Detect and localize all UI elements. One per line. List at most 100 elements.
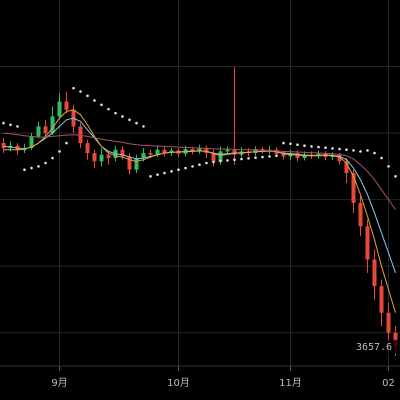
sar-dot bbox=[100, 103, 103, 107]
candle-body bbox=[302, 154, 307, 159]
candle-body bbox=[57, 101, 62, 117]
sar-dot bbox=[156, 173, 159, 176]
candle-body bbox=[379, 286, 384, 313]
sar-dot bbox=[2, 121, 5, 125]
sar-dot bbox=[254, 156, 257, 160]
sar-dot bbox=[114, 111, 117, 115]
candle-body bbox=[134, 158, 139, 170]
sar-dot bbox=[107, 107, 110, 111]
sar-dot bbox=[93, 99, 96, 102]
candle-body bbox=[372, 259, 377, 287]
candle-body bbox=[78, 126, 83, 144]
x-tick-label: 10月 bbox=[167, 377, 190, 389]
sar-dot bbox=[240, 157, 243, 161]
sar-dot bbox=[289, 142, 292, 146]
candle-body bbox=[337, 154, 342, 162]
sar-dot bbox=[44, 161, 47, 165]
sar-dot bbox=[191, 165, 194, 168]
sar-dot bbox=[310, 145, 313, 148]
sar-dot bbox=[16, 125, 19, 128]
sar-dot bbox=[226, 159, 229, 162]
sar-dot bbox=[72, 86, 75, 90]
candle-body bbox=[92, 153, 97, 162]
candle-body bbox=[64, 101, 69, 110]
candle-body bbox=[281, 153, 286, 157]
sar-dot bbox=[282, 141, 285, 145]
candle-body bbox=[197, 148, 202, 152]
candle-body bbox=[127, 156, 132, 170]
sar-dot bbox=[373, 151, 376, 155]
sar-dot bbox=[79, 90, 82, 93]
candle-body bbox=[1, 143, 6, 149]
candle-body bbox=[253, 149, 258, 154]
candle-body bbox=[85, 143, 90, 154]
sar-dot bbox=[135, 121, 138, 125]
x-tick-label: 11月 bbox=[279, 377, 302, 389]
sar-dot bbox=[51, 156, 54, 160]
x-tick-label: 9月 bbox=[51, 377, 67, 389]
candle-body bbox=[344, 161, 349, 174]
ma-line bbox=[3, 132, 396, 210]
candle-body bbox=[204, 148, 209, 154]
sar-dot bbox=[163, 171, 166, 175]
sar-dot bbox=[366, 149, 369, 152]
sar-dot bbox=[268, 155, 271, 158]
candle-body bbox=[386, 312, 391, 333]
candle-body bbox=[358, 202, 363, 227]
sar-dot bbox=[142, 125, 145, 128]
candle-body bbox=[211, 153, 216, 162]
candle-body bbox=[365, 226, 370, 260]
sar-dot bbox=[121, 115, 124, 118]
x-tick-label: 02 bbox=[382, 378, 395, 389]
candle-body bbox=[43, 126, 48, 134]
price-label: 3657.6 bbox=[356, 342, 392, 353]
sar-dot bbox=[9, 123, 12, 127]
sar-dot bbox=[338, 147, 341, 151]
sar-dot bbox=[219, 159, 222, 163]
sar-dot bbox=[387, 165, 390, 168]
sar-dot bbox=[23, 168, 26, 171]
sar-dot bbox=[30, 166, 33, 170]
candle-body bbox=[232, 149, 237, 155]
sar-dot bbox=[184, 166, 187, 170]
sar-dot bbox=[303, 144, 306, 148]
sar-dot bbox=[233, 158, 236, 162]
candle-body bbox=[218, 151, 223, 162]
sar-dot bbox=[86, 94, 89, 98]
sar-dot bbox=[352, 149, 355, 152]
candle-body bbox=[50, 116, 55, 134]
candle-body bbox=[155, 149, 160, 155]
sar-dot bbox=[170, 170, 173, 173]
candle-body bbox=[99, 154, 104, 162]
sar-dot bbox=[380, 156, 383, 160]
candle-body bbox=[393, 332, 398, 347]
sar-dot bbox=[247, 157, 250, 160]
candle-body bbox=[169, 150, 174, 154]
sar-dot bbox=[345, 148, 348, 152]
sar-dot bbox=[275, 154, 278, 158]
candle-body bbox=[141, 153, 146, 159]
sar-dot bbox=[58, 150, 61, 153]
sar-dot bbox=[296, 143, 299, 147]
price-label-box bbox=[350, 339, 398, 354]
sar-dot bbox=[37, 165, 40, 168]
candle-body bbox=[148, 153, 153, 155]
candle-body bbox=[120, 149, 125, 157]
sar-dot bbox=[317, 145, 320, 149]
sar-dot bbox=[205, 161, 208, 165]
sar-dot bbox=[359, 150, 362, 153]
sar-dot bbox=[212, 160, 215, 164]
sar-dot bbox=[324, 146, 327, 150]
sar-dot bbox=[198, 163, 201, 166]
sar-dot bbox=[177, 168, 180, 171]
sar-dot bbox=[331, 147, 334, 150]
sar-dot bbox=[149, 175, 152, 178]
sar-dot bbox=[261, 155, 264, 159]
candle-body bbox=[190, 149, 195, 152]
candle-body bbox=[36, 126, 41, 137]
ma-line bbox=[3, 109, 396, 313]
candle-body bbox=[225, 149, 230, 152]
candle-body bbox=[106, 154, 111, 159]
